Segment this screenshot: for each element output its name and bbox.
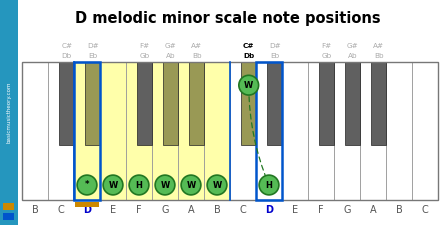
Text: C: C (422, 205, 429, 215)
Text: C: C (240, 205, 246, 215)
Text: Ab: Ab (166, 53, 176, 59)
Bar (3, 213, 14, 220)
Text: B: B (32, 205, 38, 215)
Text: D: D (265, 205, 273, 215)
Circle shape (155, 175, 175, 195)
Bar (256, 62, 282, 200)
Text: Db: Db (62, 53, 72, 59)
Bar (59, 62, 74, 145)
Bar (163, 62, 178, 145)
Bar (360, 62, 386, 200)
Text: W: W (187, 180, 196, 189)
Text: C: C (58, 205, 64, 215)
Bar (345, 62, 360, 145)
Text: D: D (83, 205, 91, 215)
Text: Gb: Gb (139, 53, 150, 59)
Bar (371, 62, 386, 145)
Bar (137, 62, 152, 145)
Bar (126, 62, 152, 200)
Bar (48, 62, 74, 200)
Text: C#: C# (61, 43, 72, 49)
Circle shape (181, 175, 201, 195)
Bar (267, 62, 282, 145)
Text: B: B (396, 205, 402, 215)
Text: A: A (188, 205, 194, 215)
Text: H: H (136, 180, 143, 189)
Bar (152, 62, 178, 200)
Bar (22, 62, 438, 200)
Text: G#: G# (347, 43, 359, 49)
Text: Gb: Gb (322, 53, 332, 59)
Text: D melodic minor scale note positions: D melodic minor scale note positions (75, 11, 381, 25)
Text: E: E (110, 205, 116, 215)
Bar (3, 203, 14, 210)
Text: W: W (213, 180, 222, 189)
Bar (100, 62, 126, 200)
Bar (189, 62, 204, 145)
Circle shape (103, 175, 123, 195)
Text: D#: D# (269, 43, 281, 49)
Text: E: E (292, 205, 298, 215)
Text: W: W (244, 81, 253, 90)
Text: F: F (136, 205, 142, 215)
Bar (412, 62, 438, 200)
Text: *: * (85, 180, 89, 189)
Bar (74, 62, 100, 200)
Bar (178, 62, 204, 200)
Circle shape (207, 175, 227, 195)
Bar (256, 62, 282, 200)
Text: basicmusictheory.com: basicmusictheory.com (7, 82, 11, 143)
Text: W: W (160, 180, 170, 189)
Text: F#: F# (322, 43, 332, 49)
Text: Ab: Ab (348, 53, 358, 59)
Text: B: B (214, 205, 220, 215)
Bar (204, 62, 230, 200)
Text: Bb: Bb (374, 53, 384, 59)
Text: A#: A# (191, 43, 202, 49)
Text: A: A (370, 205, 376, 215)
Bar (22, 62, 48, 200)
Text: F#: F# (139, 43, 150, 49)
Bar (308, 62, 334, 200)
Text: Db: Db (243, 53, 254, 59)
Text: G#: G# (165, 43, 176, 49)
Circle shape (129, 175, 149, 195)
Bar (386, 62, 412, 200)
Bar (74, 62, 100, 200)
Text: Eb: Eb (270, 53, 279, 59)
Bar (319, 62, 334, 145)
Text: Bb: Bb (192, 53, 202, 59)
Text: A#: A# (373, 43, 384, 49)
Text: C#: C# (243, 43, 254, 49)
Bar (230, 62, 256, 200)
Bar (241, 62, 256, 145)
Text: F: F (318, 205, 324, 215)
Bar (334, 62, 360, 200)
Bar (0, 0, 18, 225)
Text: G: G (343, 205, 351, 215)
Text: G: G (161, 205, 169, 215)
Text: Eb: Eb (88, 53, 97, 59)
Bar (75, 202, 99, 207)
Circle shape (239, 75, 259, 95)
Circle shape (77, 175, 97, 195)
Text: D#: D# (87, 43, 99, 49)
Circle shape (259, 175, 279, 195)
Text: W: W (108, 180, 117, 189)
Text: H: H (266, 180, 272, 189)
Bar (282, 62, 308, 200)
Bar (85, 62, 100, 145)
